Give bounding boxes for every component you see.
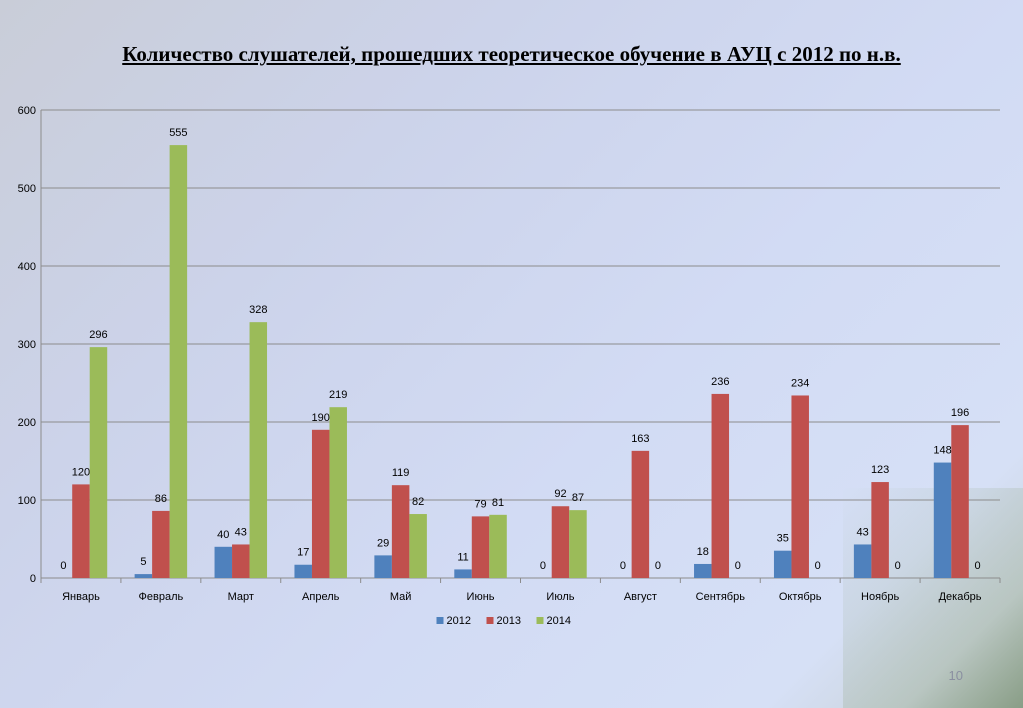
data-label: 79	[474, 498, 486, 510]
page-number: 10	[948, 668, 963, 683]
y-tick-label: 300	[18, 339, 36, 351]
bar-2012	[773, 550, 792, 578]
bar-2013	[551, 506, 570, 578]
data-label: 0	[655, 560, 661, 572]
bar-2013	[631, 450, 650, 578]
data-label: 236	[711, 376, 729, 388]
data-label: 0	[620, 560, 626, 572]
data-label: 119	[392, 467, 410, 479]
data-label: 196	[951, 407, 969, 419]
bar-2012	[454, 569, 472, 578]
data-label: 18	[697, 546, 709, 558]
data-label: 219	[329, 389, 347, 401]
data-label: 86	[155, 493, 167, 505]
bar-2014	[169, 145, 188, 578]
data-label: 17	[297, 547, 309, 559]
legend-label: 2012	[447, 615, 471, 627]
page-title: Количество слушателей, прошедших теорети…	[122, 42, 901, 66]
x-tick-label: Июль	[546, 591, 574, 603]
data-label: 5	[140, 556, 146, 568]
data-label: 0	[735, 560, 741, 572]
bar-2012	[294, 564, 312, 578]
data-label: 81	[492, 497, 504, 509]
bar-2014	[489, 514, 507, 578]
bar-2014	[569, 510, 587, 578]
data-label: 296	[89, 329, 107, 341]
legend-swatch	[436, 617, 444, 624]
bar-2012	[933, 462, 952, 578]
data-label: 0	[60, 560, 66, 572]
x-tick-label: Февраль	[139, 591, 184, 603]
data-label: 555	[169, 127, 187, 139]
bar-2013	[471, 516, 490, 578]
data-label: 163	[631, 433, 649, 445]
x-tick-label: Апрель	[302, 591, 340, 603]
legend-label: 2013	[497, 615, 521, 627]
data-label: 0	[815, 560, 821, 572]
x-tick-label: Ноябрь	[861, 591, 899, 603]
bar-2013	[311, 429, 330, 578]
x-tick-label: Январь	[62, 591, 100, 603]
bar-2013	[152, 510, 170, 578]
legend-swatch	[536, 617, 544, 624]
data-label: 328	[249, 304, 267, 316]
data-label: 43	[857, 526, 869, 538]
x-tick-label: Март	[228, 591, 254, 603]
bar-2013	[951, 425, 969, 578]
x-tick-label: Август	[624, 591, 657, 603]
data-label: 234	[791, 377, 809, 389]
x-tick-label: Сентябрь	[696, 591, 746, 603]
y-tick-label: 500	[18, 183, 36, 195]
data-label: 87	[572, 492, 584, 504]
data-label: 123	[871, 464, 889, 476]
x-tick-label: Май	[390, 591, 412, 603]
bar-2013	[232, 544, 250, 578]
data-label: 82	[412, 496, 424, 508]
data-label: 92	[554, 488, 566, 500]
data-label: 0	[974, 560, 980, 572]
y-tick-label: 0	[30, 573, 36, 585]
bar-2013	[72, 484, 90, 578]
data-label: 148	[933, 445, 951, 457]
bar-2013	[391, 485, 410, 578]
bar-2014	[249, 322, 268, 578]
bar-2012	[853, 544, 872, 578]
bar-2014	[329, 407, 347, 578]
legend-label: 2014	[547, 615, 571, 627]
y-tick-label: 400	[18, 261, 36, 273]
bar-2012	[214, 546, 233, 578]
data-label: 29	[377, 537, 389, 549]
x-tick-label: Октябрь	[779, 591, 822, 603]
data-label: 0	[895, 560, 901, 572]
data-label: 11	[457, 551, 468, 563]
bar-2014	[409, 514, 427, 578]
x-tick-label: Июнь	[467, 591, 495, 603]
legend-swatch	[486, 617, 494, 624]
y-tick-label: 600	[18, 105, 36, 117]
bar-2012	[374, 555, 392, 578]
bar-2013	[791, 395, 809, 578]
x-tick-label: Декабрь	[939, 591, 982, 603]
bar-2012	[694, 563, 712, 578]
bar-2013	[711, 393, 730, 578]
data-label: 0	[540, 560, 546, 572]
y-tick-label: 100	[18, 495, 36, 507]
bar-2014	[89, 347, 108, 578]
y-tick-label: 200	[18, 417, 36, 429]
bar-2012	[134, 574, 153, 578]
data-label: 120	[72, 466, 90, 478]
data-label: 35	[777, 533, 789, 545]
data-label: 190	[312, 412, 330, 424]
bar-2013	[871, 482, 889, 578]
data-label: 40	[217, 529, 229, 541]
data-label: 43	[235, 526, 247, 538]
